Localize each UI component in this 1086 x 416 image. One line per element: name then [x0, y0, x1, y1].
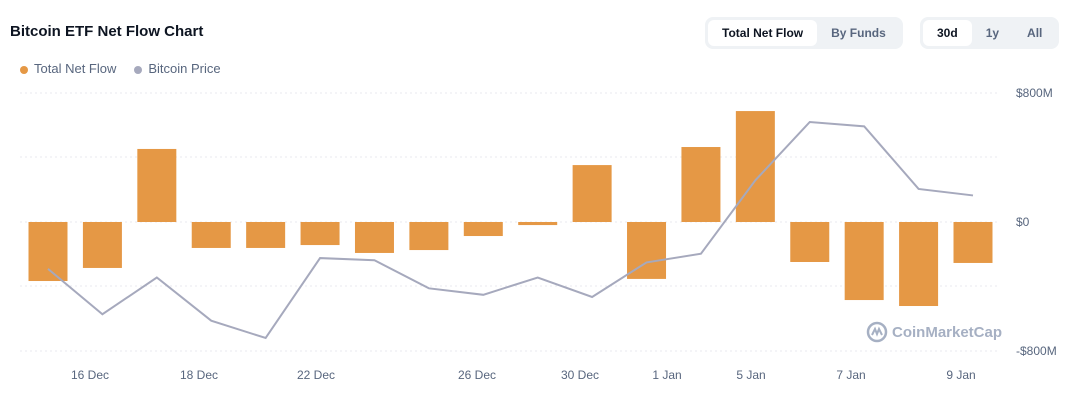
flow-bar: [572, 165, 612, 222]
y-tick-label: $0: [1016, 215, 1030, 229]
x-tick-label: 22 Dec: [297, 368, 335, 382]
price-line: [47, 120, 974, 340]
x-tick-label: 26 Dec: [458, 368, 496, 382]
flow-bar: [82, 222, 122, 268]
tab-total-net-flow[interactable]: Total Net Flow: [708, 20, 818, 46]
legend-label: Bitcoin Price: [148, 61, 221, 76]
y-tick-label: $800M: [1016, 86, 1053, 100]
flow-bar: [790, 222, 830, 262]
flow-bar: [463, 222, 503, 237]
watermark-text: CoinMarketCap: [892, 323, 1003, 341]
x-tick-label: 18 Dec: [180, 368, 218, 382]
flow-bar: [899, 222, 939, 307]
flow-bar: [191, 222, 231, 248]
flow-bar: [627, 222, 667, 279]
flow-bar: [844, 222, 884, 301]
flow-bar: [300, 222, 340, 246]
legend: Total Net Flow Bitcoin Price: [20, 61, 221, 76]
flow-bar: [137, 148, 177, 222]
x-tick-label: 30 Dec: [561, 368, 599, 382]
x-tick-label: 16 Dec: [71, 368, 109, 382]
watermark-logo: CoinMarketCap: [866, 321, 1002, 343]
flow-bar: [246, 222, 286, 248]
x-tick-label: 7 Jan: [836, 368, 865, 382]
y-tick-label: -$800M: [1016, 344, 1057, 358]
flow-bar: [409, 222, 449, 251]
legend-dot-icon: [134, 65, 143, 74]
legend-item-price[interactable]: Bitcoin Price: [134, 61, 221, 76]
flow-bar: [518, 222, 558, 226]
coinmarketcap-icon: [866, 321, 888, 343]
flow-bar: [354, 222, 394, 253]
flow-bar: [681, 147, 721, 222]
tab-30d[interactable]: 30d: [923, 20, 972, 46]
legend-dot-icon: [20, 65, 28, 74]
tab-all[interactable]: All: [1027, 26, 1043, 40]
tab-by-funds[interactable]: By Funds: [831, 26, 886, 40]
flow-bar: [28, 222, 68, 282]
page-title: Bitcoin ETF Net Flow Chart: [10, 23, 204, 40]
x-tick-label: 5 Jan: [736, 368, 765, 382]
x-tick-label: 1 Jan: [652, 368, 681, 382]
range-toggle: 30d 1y All: [920, 17, 1060, 49]
flow-bar: [953, 222, 993, 263]
legend-label: Total Net Flow: [34, 61, 117, 76]
view-toggle: Total Net Flow By Funds: [705, 17, 903, 49]
tab-1y[interactable]: 1y: [985, 26, 1000, 40]
legend-item-flow[interactable]: Total Net Flow: [20, 61, 116, 76]
x-tick-label: 9 Jan: [946, 368, 975, 382]
